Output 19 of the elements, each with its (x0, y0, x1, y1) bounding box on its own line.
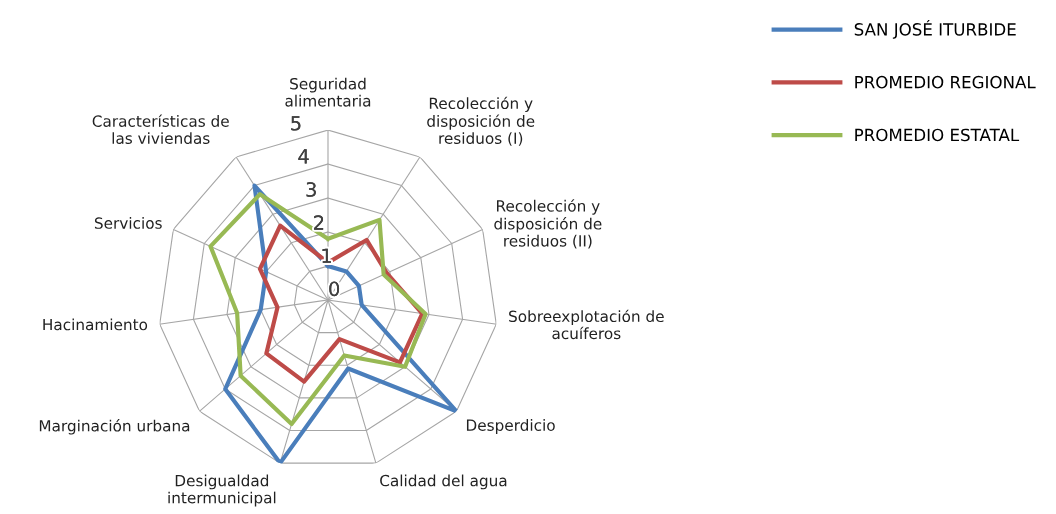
y-tick-label: 3 (306, 182, 316, 197)
spoke-label: Servicios (94, 217, 162, 229)
y-tick-label: 0 (329, 281, 340, 297)
spoke-label: Marginación urbana (39, 419, 190, 435)
y-tick-label: 5 (291, 116, 301, 131)
spoke-label: Desperdicio (466, 419, 555, 434)
spoke-label: Seguridad alimentaria (285, 77, 371, 107)
spoke-label: Calidad del agua (380, 474, 507, 490)
legend-label: PROMEDIO REGIONAL (855, 75, 1036, 89)
spoke-label: Recolección y disposición de residuos (I) (427, 96, 535, 146)
spoke-label: Sobreexplotación de acuíferos (509, 309, 664, 340)
spoke-label: Recolección y disposición de residuos (II) (494, 199, 602, 249)
spoke-label: Desigualdad intermunicipal (168, 474, 276, 507)
spoke-label: Características de las viviendas (92, 114, 229, 145)
legend-label: PROMEDIO ESTATAL (855, 128, 1020, 142)
y-tick-label: 2 (314, 215, 324, 230)
y-tick-label: 4 (298, 149, 309, 164)
spoke-label: Hacinamiento (43, 318, 148, 331)
legend-label: SAN JOSÉ ITURBIDE (854, 20, 1016, 39)
